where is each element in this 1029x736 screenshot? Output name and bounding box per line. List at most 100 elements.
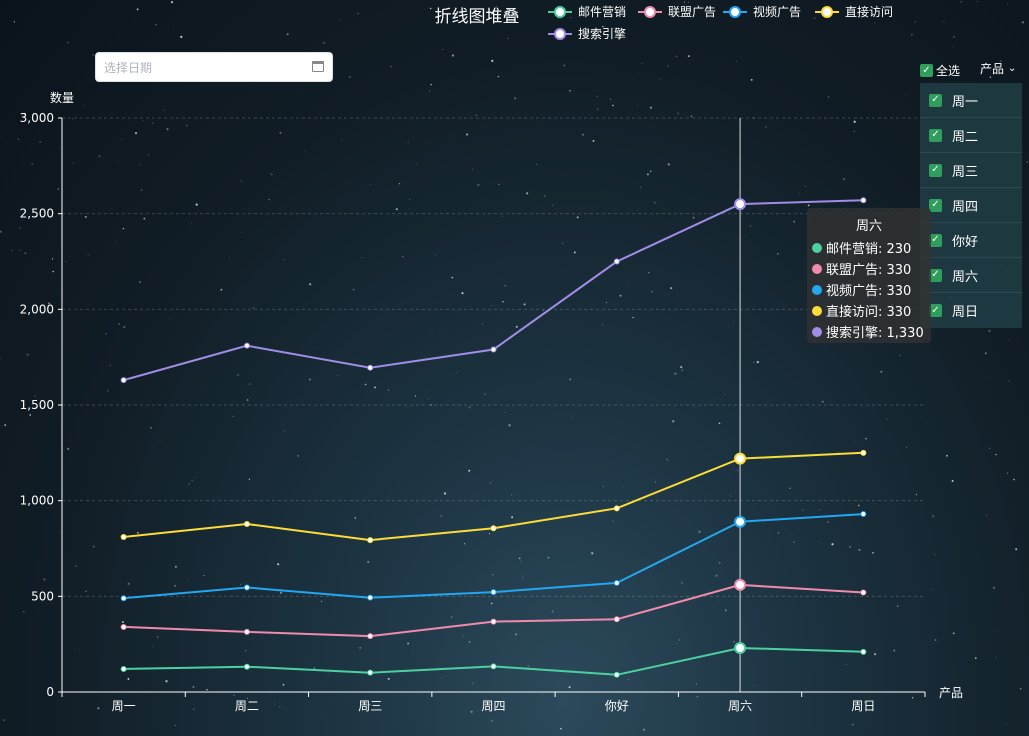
star xyxy=(992,586,996,589)
star xyxy=(443,492,447,495)
star xyxy=(1007,3,1008,5)
data-point xyxy=(734,578,747,591)
star xyxy=(681,581,684,584)
star xyxy=(122,227,125,230)
star xyxy=(67,42,69,44)
select-all-checkbox[interactable]: ✓ 全选 xyxy=(920,62,960,79)
star xyxy=(134,132,138,135)
star xyxy=(847,572,848,573)
star xyxy=(97,707,100,710)
star xyxy=(515,325,518,328)
data-point xyxy=(490,618,497,625)
star xyxy=(253,554,255,556)
series-marker-icon xyxy=(812,305,822,316)
star xyxy=(408,198,411,201)
legend-label: 搜索引擎 xyxy=(578,26,626,41)
product-dropdown-label: 产品 xyxy=(980,62,1005,76)
star xyxy=(628,678,630,680)
star xyxy=(24,252,27,255)
star xyxy=(442,49,443,50)
star xyxy=(0,357,1,360)
filter-item[interactable]: ✓ 周四 xyxy=(920,188,1022,223)
date-input[interactable] xyxy=(102,57,306,79)
series-marker-icon xyxy=(812,284,822,295)
legend-label: 邮件营销 xyxy=(578,5,626,19)
star xyxy=(352,288,355,291)
star xyxy=(897,605,899,607)
filter-item[interactable]: ✓ 周三 xyxy=(920,153,1022,188)
data-point xyxy=(120,623,127,630)
x-tick-label: 周三 xyxy=(358,699,382,713)
filter-item-label: 周一 xyxy=(952,94,979,110)
checkbox-check-icon: ✓ xyxy=(929,93,942,107)
star xyxy=(639,186,642,188)
star xyxy=(180,35,183,39)
star xyxy=(857,504,860,507)
star xyxy=(698,530,701,533)
data-point xyxy=(243,628,250,635)
star xyxy=(502,300,504,303)
star xyxy=(718,422,721,425)
star xyxy=(320,600,323,603)
tooltip-row-label: 直接访问: 330 xyxy=(826,305,912,320)
filter-item[interactable]: ✓ 周二 xyxy=(920,118,1022,153)
star xyxy=(121,139,123,141)
checkbox-check-icon: ✓ xyxy=(920,64,933,77)
star xyxy=(279,591,283,594)
star xyxy=(572,416,574,418)
star xyxy=(1008,380,1010,382)
star xyxy=(286,33,289,36)
star xyxy=(150,427,152,429)
product-dropdown[interactable]: 产品 ⌄ xyxy=(980,60,1016,77)
star xyxy=(450,616,453,618)
star xyxy=(279,131,282,134)
star xyxy=(932,589,933,590)
date-picker[interactable] xyxy=(95,52,333,82)
filter-item[interactable]: ✓ 周日 xyxy=(920,293,1022,328)
star xyxy=(430,83,433,86)
star xyxy=(543,195,546,197)
star xyxy=(602,324,604,326)
star xyxy=(670,287,673,290)
star xyxy=(11,249,13,252)
x-tick-label: 你好 xyxy=(605,699,629,713)
star xyxy=(4,424,7,427)
data-point xyxy=(860,511,867,518)
star xyxy=(953,35,955,38)
data-point xyxy=(734,515,747,528)
series-marker-icon xyxy=(812,263,822,274)
star xyxy=(864,701,866,703)
calendar-icon[interactable] xyxy=(312,61,324,72)
filter-item-label: 周二 xyxy=(952,129,979,145)
star xyxy=(551,204,554,207)
star xyxy=(953,46,954,47)
star xyxy=(428,398,430,400)
star xyxy=(737,469,739,471)
star xyxy=(680,365,683,369)
star xyxy=(239,231,241,233)
data-point xyxy=(120,666,127,673)
star xyxy=(65,261,67,263)
filter-item[interactable]: ✓ 周一 xyxy=(920,83,1022,118)
star xyxy=(802,509,804,511)
star xyxy=(853,120,856,123)
tooltip-row: 联盟广告: 330 xyxy=(812,258,931,279)
star xyxy=(461,292,464,295)
y-tick-label: 3,000 xyxy=(20,111,54,125)
filter-item[interactable]: ✓ 你好 xyxy=(920,223,1022,258)
tooltip-row-label: 搜索引擎: 1,330 xyxy=(826,326,924,341)
star xyxy=(220,288,223,291)
star xyxy=(248,478,251,480)
star xyxy=(1006,472,1009,475)
data-point xyxy=(243,663,250,670)
star xyxy=(313,667,316,669)
star xyxy=(337,375,338,376)
star xyxy=(302,734,304,736)
filter-item[interactable]: ✓ 周六 xyxy=(920,258,1022,293)
star xyxy=(676,642,678,644)
star xyxy=(18,227,21,229)
star xyxy=(753,361,755,363)
star xyxy=(715,574,718,577)
star xyxy=(678,639,681,641)
